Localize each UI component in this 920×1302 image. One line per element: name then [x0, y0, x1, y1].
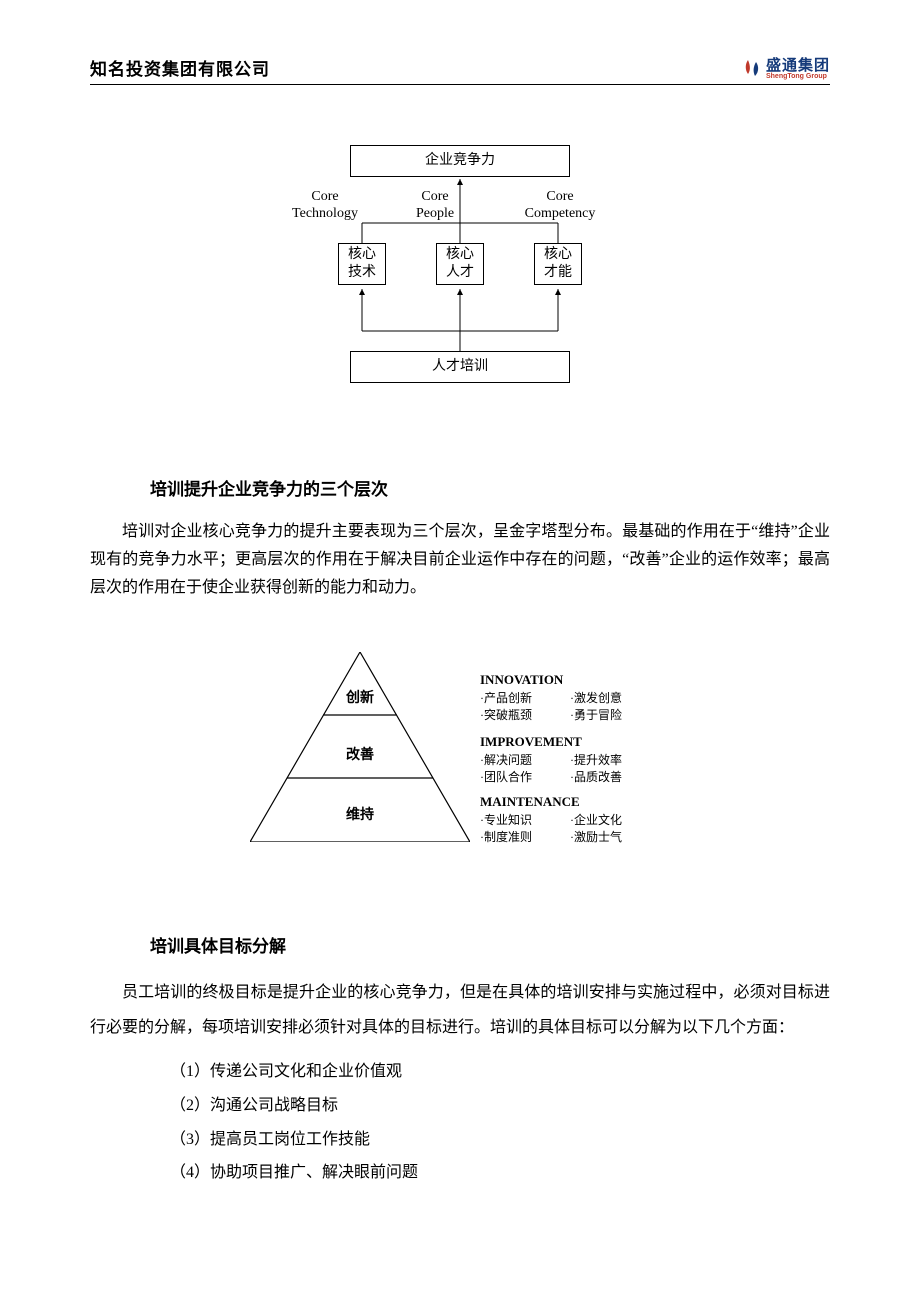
- list-item: （4）协助项目推广、解决眼前问题: [170, 1156, 830, 1190]
- diagram-bottom-box: 人才培训: [350, 351, 570, 383]
- list-item: （1）传递公司文化和企业价值观: [170, 1055, 830, 1089]
- pyramid-level3-cn: 维持: [340, 804, 380, 824]
- section1-heading: 培训提升企业竞争力的三个层次: [150, 475, 830, 500]
- company-logo: 盛通集团 ShengTong Group: [742, 58, 830, 80]
- pyramid-diagram: 创新 改善 维持 INNOVATION ·产品创新·激发创意 ·突破瓶颈·勇于冒…: [210, 652, 710, 872]
- page-header: 知名投资集团有限公司 盛通集团 ShengTong Group: [90, 55, 830, 85]
- competitiveness-diagram: 企业竞争力 Core Technology Core People Core C…: [250, 145, 670, 385]
- logo-text-en: ShengTong Group: [766, 73, 830, 80]
- company-name: 知名投资集团有限公司: [90, 55, 270, 80]
- pyramid-level1-detail: INNOVATION ·产品创新·激发创意 ·突破瓶颈·勇于冒险: [480, 672, 710, 724]
- section2-heading: 培训具体目标分解: [150, 932, 830, 957]
- diagram-col3-label: Core Competency: [515, 189, 605, 223]
- pyramid-level3-detail: MAINTENANCE ·专业知识·企业文化 ·制度准则·激励士气: [480, 794, 710, 846]
- diagram-box-competency: 核心才能: [534, 243, 582, 285]
- list-item: （2）沟通公司战略目标: [170, 1089, 830, 1123]
- pyramid-level2-detail: IMPROVEMENT ·解决问题·提升效率 ·团队合作·品质改善: [480, 734, 710, 786]
- pyramid-level2-cn: 改善: [340, 744, 380, 764]
- logo-text-cn: 盛通集团: [766, 58, 830, 73]
- list-item: （3）提高员工岗位工作技能: [170, 1123, 830, 1157]
- pyramid-level1-cn: 创新: [340, 687, 380, 707]
- flame-icon: [742, 58, 762, 80]
- section1-paragraph: 培训对企业核心竞争力的提升主要表现为三个层次，呈金字塔型分布。最基础的作用在于“…: [90, 518, 830, 602]
- diagram-top-box: 企业竞争力: [350, 145, 570, 177]
- goals-list: （1）传递公司文化和企业价值观 （2）沟通公司战略目标 （3）提高员工岗位工作技…: [170, 1055, 830, 1189]
- diagram-box-people: 核心人才: [436, 243, 484, 285]
- section2-paragraph: 员工培训的终极目标是提升企业的核心竞争力，但是在具体的培训安排与实施过程中，必须…: [90, 975, 830, 1045]
- diagram-col2-label: Core People: [405, 189, 465, 223]
- diagram-box-tech: 核心技术: [338, 243, 386, 285]
- diagram-col1-label: Core Technology: [285, 189, 365, 223]
- document-page: 知名投资集团有限公司 盛通集团 ShengTong Group: [0, 0, 920, 1302]
